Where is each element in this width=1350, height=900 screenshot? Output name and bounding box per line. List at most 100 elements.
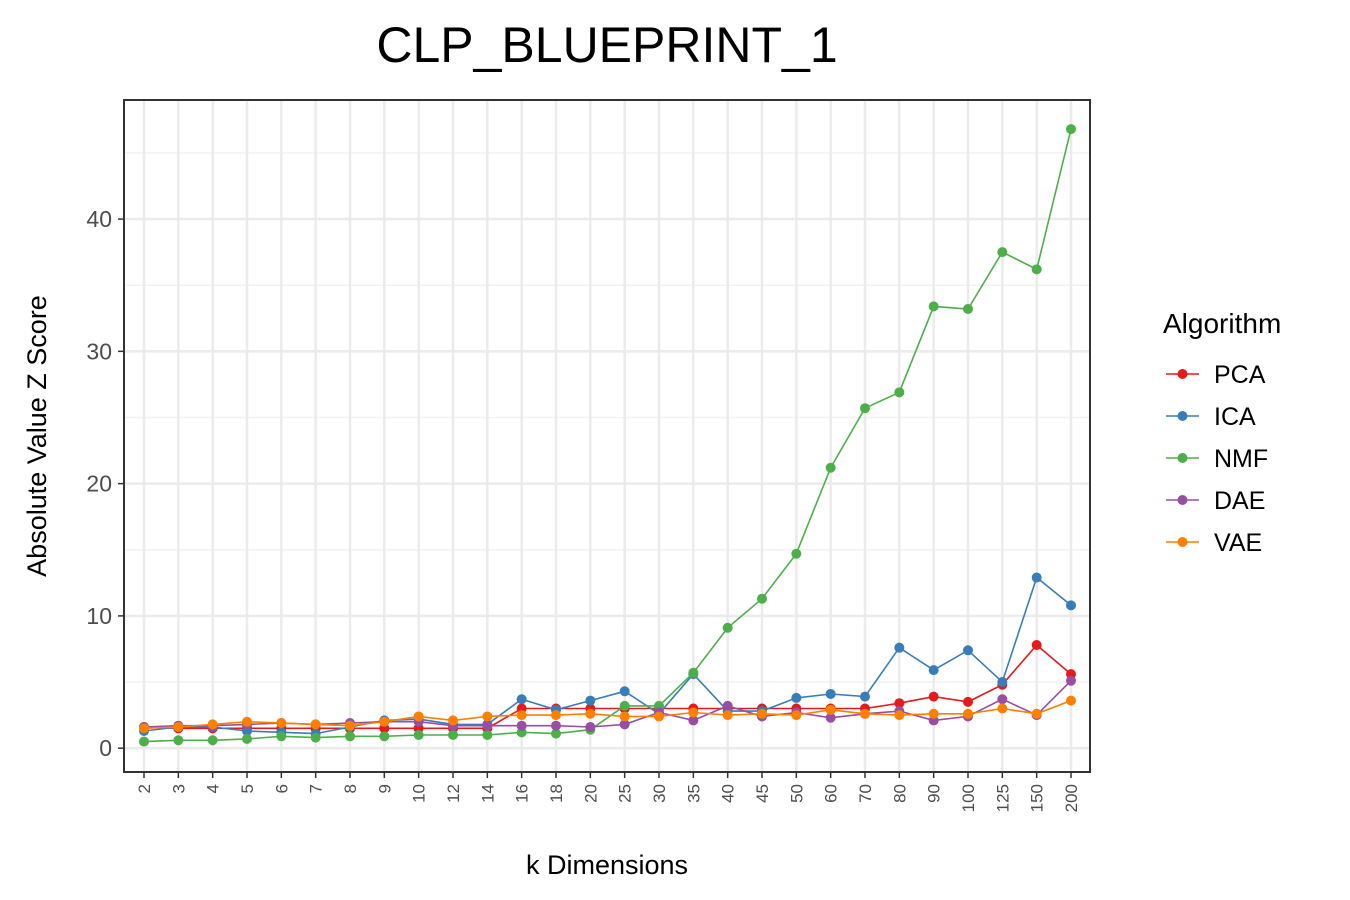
y-tick-label: 20 xyxy=(86,471,112,497)
minor-gridlines xyxy=(124,152,1090,683)
data-point xyxy=(551,728,561,739)
x-tick-label: 12 xyxy=(444,784,463,803)
series-line xyxy=(143,643,1072,730)
data-point xyxy=(448,729,458,740)
data-point xyxy=(551,710,561,721)
legend-item-ica: ICA xyxy=(1166,403,1256,431)
x-tick-label: 70 xyxy=(856,784,875,803)
data-point xyxy=(585,708,596,719)
x-tick-label: 45 xyxy=(753,784,772,803)
x-tick-label: 2 xyxy=(135,784,154,793)
data-point xyxy=(825,462,836,473)
x-tick-label: 6 xyxy=(272,784,291,793)
x-tick-label: 18 xyxy=(547,784,566,803)
y-axis-label: Absolute Value Z Score xyxy=(22,295,52,577)
data-point xyxy=(207,719,218,730)
y-tick-label: 40 xyxy=(86,206,112,232)
major-gridlines xyxy=(124,100,1090,772)
data-point xyxy=(997,677,1008,688)
data-point xyxy=(722,622,733,633)
legend-key-point xyxy=(1177,369,1188,379)
data-point xyxy=(963,645,973,656)
data-point xyxy=(207,735,218,746)
data-point xyxy=(825,704,836,715)
data-point xyxy=(139,723,149,734)
data-point xyxy=(791,692,802,703)
x-tick-label: 35 xyxy=(684,784,703,803)
data-point xyxy=(757,593,767,604)
data-point xyxy=(722,710,733,721)
data-point xyxy=(619,711,630,722)
data-point xyxy=(791,548,802,559)
series-line xyxy=(143,576,1072,735)
legend-item-vae: VAE xyxy=(1166,529,1262,557)
data-point xyxy=(619,719,630,730)
legend-item-dae: DAE xyxy=(1166,487,1265,515)
data-point xyxy=(757,708,767,719)
y-tick-label: 30 xyxy=(86,338,112,364)
legend-label: NMF xyxy=(1214,445,1268,473)
x-tick-label: 5 xyxy=(238,784,257,793)
data-point xyxy=(173,722,184,733)
data-point xyxy=(345,731,355,742)
data-point xyxy=(482,720,493,731)
legend-item-pca: PCA xyxy=(1166,361,1266,389)
x-tick-label: 80 xyxy=(890,784,909,803)
x-tick-label: 100 xyxy=(959,784,978,812)
legend-label: PCA xyxy=(1214,361,1266,389)
legend-item-nmf: NMF xyxy=(1166,445,1268,473)
data-point xyxy=(688,707,699,718)
data-point xyxy=(688,715,699,726)
plot-panel-border xyxy=(123,99,1091,773)
series-line xyxy=(143,128,1072,743)
x-tick-label: 14 xyxy=(478,784,497,803)
data-point xyxy=(516,694,527,705)
x-tick-label: 60 xyxy=(822,784,841,803)
legend-key-point xyxy=(1177,411,1188,421)
series-nmf xyxy=(139,124,1076,747)
data-point xyxy=(242,733,252,744)
data-point xyxy=(997,247,1008,258)
data-point xyxy=(619,686,630,697)
data-point xyxy=(310,732,321,743)
x-tick-label: 16 xyxy=(513,784,532,803)
x-tick-label: 9 xyxy=(375,784,394,793)
x-tick-label: 40 xyxy=(719,784,738,803)
data-point xyxy=(894,387,905,398)
x-tick-label: 30 xyxy=(650,784,669,803)
x-tick-label: 3 xyxy=(169,784,188,793)
data-point xyxy=(276,731,287,742)
x-tick-label: 7 xyxy=(307,784,326,793)
data-point xyxy=(619,700,630,711)
x-tick-label: 125 xyxy=(993,784,1012,812)
data-point xyxy=(516,720,527,731)
x-tick-label: 150 xyxy=(1028,784,1047,812)
data-point xyxy=(860,708,870,719)
x-tick-label: 50 xyxy=(787,784,806,803)
data-point xyxy=(1066,124,1076,135)
legend-label: DAE xyxy=(1214,487,1265,515)
data-point xyxy=(928,301,939,312)
data-point xyxy=(448,715,458,726)
data-point xyxy=(1031,264,1042,275)
data-point xyxy=(1031,640,1042,651)
data-point xyxy=(997,694,1008,705)
data-point xyxy=(1031,572,1042,583)
legend-key-point xyxy=(1177,495,1188,505)
data-point xyxy=(1031,708,1042,719)
legend-label: VAE xyxy=(1214,529,1262,557)
data-point xyxy=(825,688,836,699)
chart-title: CLP_BLUEPRINT_1 xyxy=(376,17,837,73)
data-point xyxy=(928,665,939,676)
data-point xyxy=(173,735,184,746)
data-point xyxy=(413,729,424,740)
x-axis-label: k Dimensions xyxy=(526,850,688,880)
data-point xyxy=(688,667,699,678)
data-point xyxy=(242,716,252,727)
data-point xyxy=(894,642,905,653)
data-point xyxy=(1066,600,1076,611)
data-point xyxy=(654,711,664,722)
legend-key-point xyxy=(1177,453,1188,463)
data-point xyxy=(928,708,939,719)
